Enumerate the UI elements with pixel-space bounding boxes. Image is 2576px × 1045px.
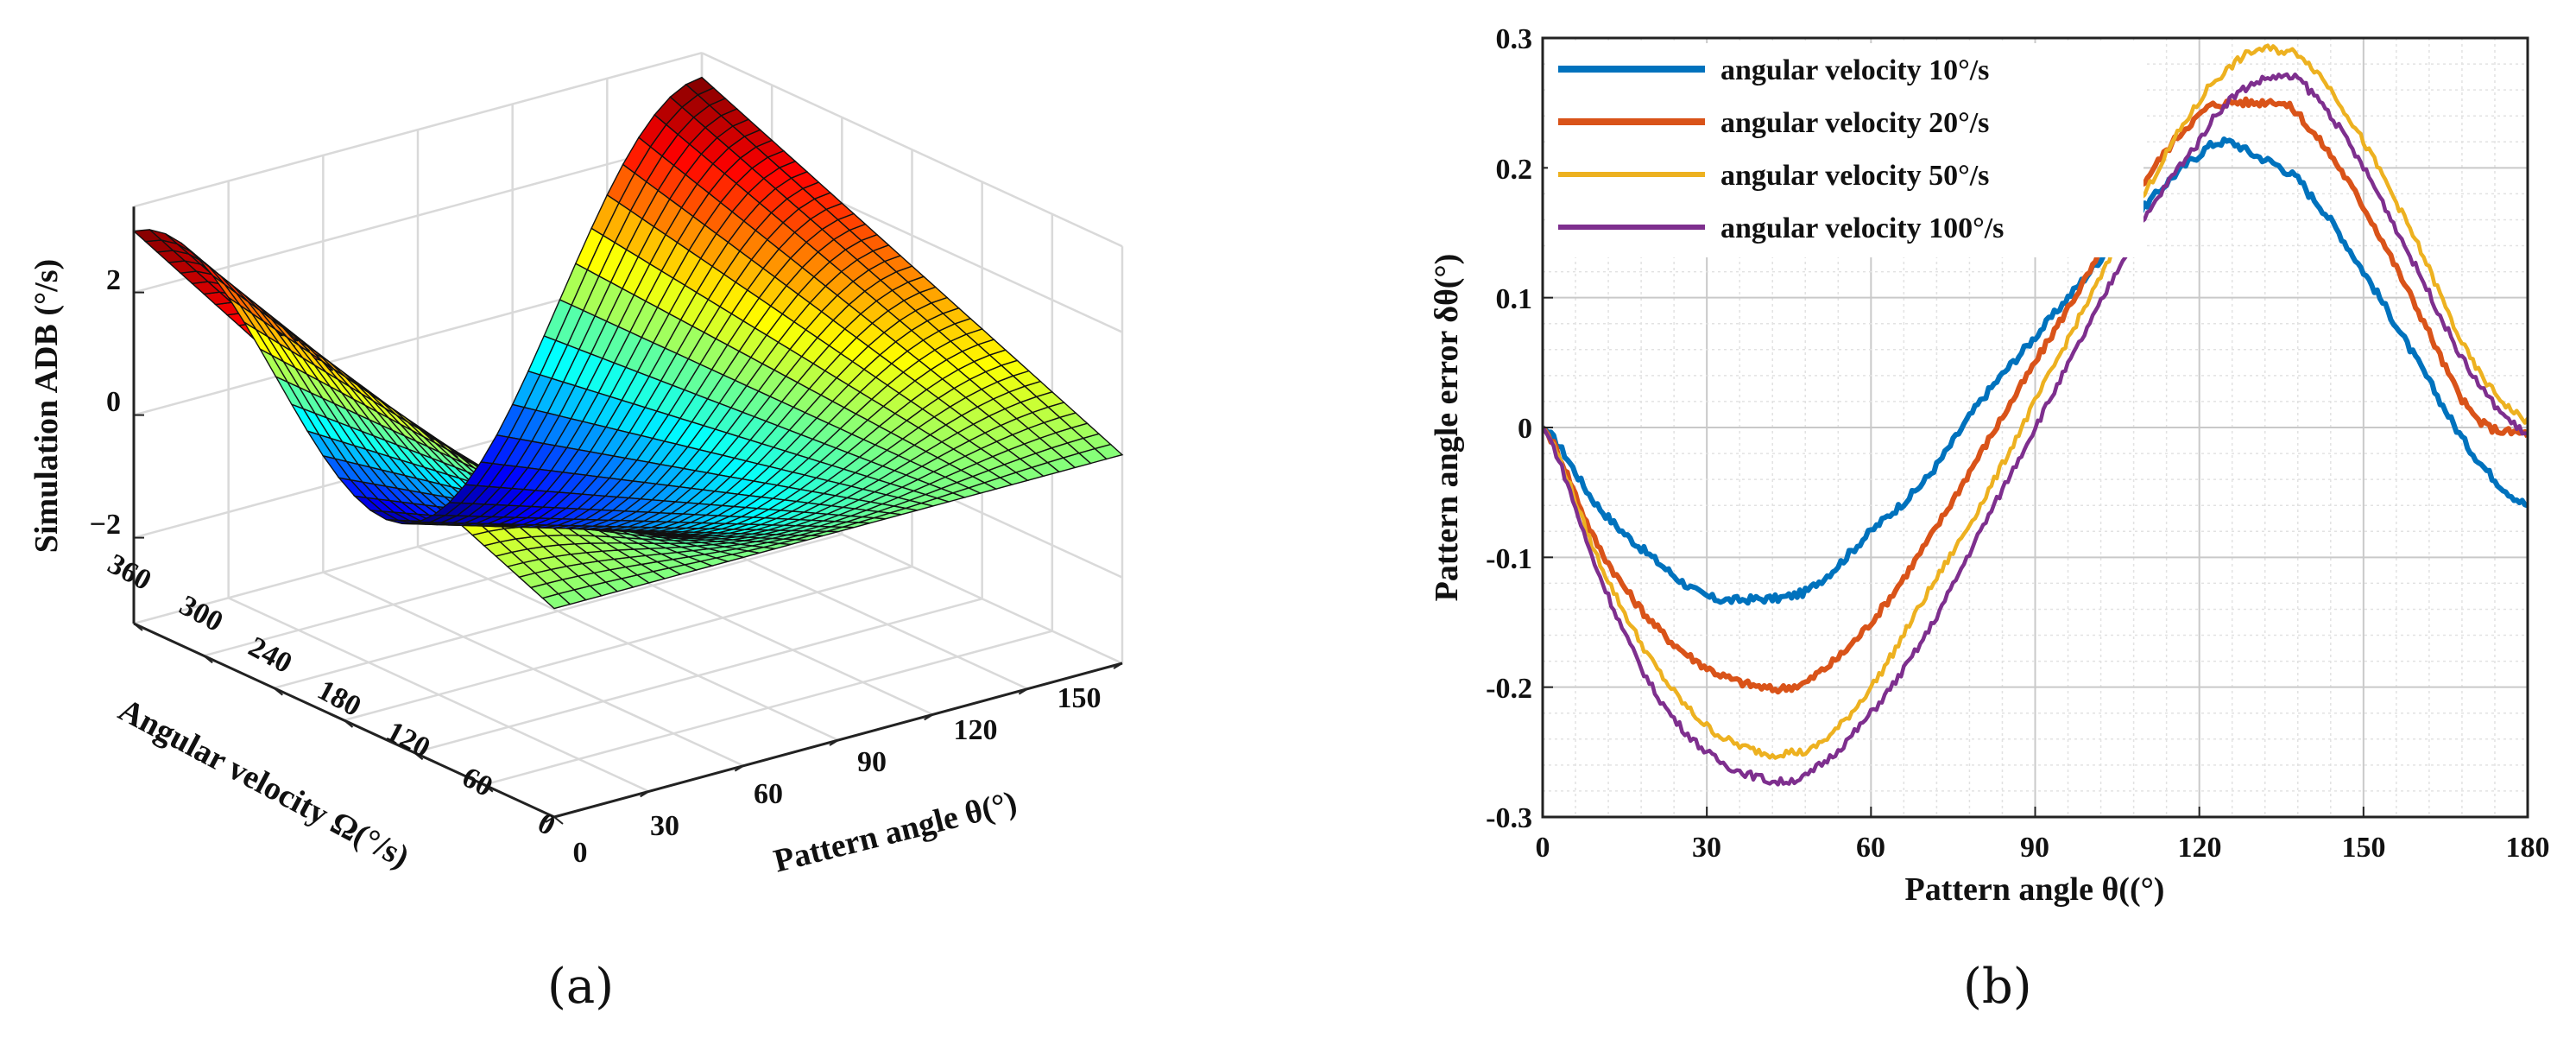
y-tick-label: -0.2 <box>1486 673 1532 705</box>
z-tick-label: 0 <box>106 386 121 418</box>
legend-label: angular velocity 50°/s <box>1720 160 1989 192</box>
panel-b-line-chart: -0.3 -0.2 -0.1 0 0.1 0.2 0.3 0 30 60 90 … <box>1429 23 2550 908</box>
grid-line <box>133 137 703 294</box>
x-tick-label: 150 <box>2342 832 2386 864</box>
legend-label: angular velocity 10°/s <box>1720 54 1989 86</box>
line-series-group <box>1543 43 2528 787</box>
tick-mark <box>545 816 555 823</box>
tick-mark <box>640 790 650 798</box>
series-line <box>1543 136 2528 606</box>
tick-mark <box>924 713 934 721</box>
y-tick-label: 0.1 <box>1496 283 1533 315</box>
tick-mark <box>553 816 564 825</box>
tick-mark <box>133 623 143 631</box>
caption-b: (b) <box>1963 959 2032 1015</box>
tick-mark <box>829 739 839 746</box>
y-tick-label: -0.1 <box>1486 543 1532 575</box>
y-tick-label: -0.3 <box>1486 802 1532 834</box>
y-tick-label: 360 <box>103 548 156 597</box>
x-tick-label: 150 <box>1058 682 1102 714</box>
x-tick-label: 0 <box>1536 832 1550 864</box>
grid-line <box>483 630 1053 786</box>
surface-cell <box>132 229 163 243</box>
tick-mark <box>273 687 283 696</box>
series-line <box>1543 43 2528 760</box>
grid-line <box>274 533 843 689</box>
y-tick-label: 300 <box>174 589 228 638</box>
x-tick-label: 30 <box>1692 832 1721 864</box>
y-tick-label: 0.3 <box>1496 23 1533 55</box>
caption-a: (a) <box>547 959 615 1015</box>
tick-mark <box>734 764 744 772</box>
x-tick-label: 60 <box>754 778 783 810</box>
legend-box <box>1548 43 2144 257</box>
surface-mesh <box>132 76 1124 610</box>
line-chart-grid <box>1542 37 2529 818</box>
y-tick-label: 120 <box>382 715 435 764</box>
y-tick-label: 240 <box>243 630 297 680</box>
grid-line <box>701 52 1123 248</box>
x-tick-label: 120 <box>954 714 998 746</box>
panel-a-surface-chart: −2 0 2 0 30 60 90 120 150 0 60 120 180 2… <box>28 51 1124 880</box>
y-axis-label: Pattern angle error δθ(°) <box>1429 254 1465 602</box>
surface-axes <box>132 206 1123 825</box>
z-tick-label: 2 <box>106 264 121 296</box>
tick-mark <box>343 719 354 728</box>
tick-mark <box>414 751 424 761</box>
x-tick-label: 0 <box>573 837 588 869</box>
series-line <box>1543 96 2528 695</box>
grid-line <box>344 565 912 722</box>
x-axis-label: Pattern angle θ((°) <box>1905 871 2165 908</box>
y-tick-label: 60 <box>457 761 497 803</box>
tick-mark <box>1113 662 1123 669</box>
z-tick-label: −2 <box>90 509 121 541</box>
legend-label: angular velocity 100°/s <box>1720 212 2004 244</box>
x-tick-label: 120 <box>2178 832 2222 864</box>
grid-line <box>414 598 982 754</box>
x-tick-label: 30 <box>650 810 679 842</box>
tick-mark <box>203 655 213 664</box>
y-tick-label: 0 <box>1518 413 1532 445</box>
x-tick-label: 90 <box>2020 832 2049 864</box>
x-tick-label: 180 <box>2506 832 2550 864</box>
y-axis-label: Angular velocity Ω(°/s) <box>113 692 415 876</box>
y-tick-label: 0.2 <box>1496 154 1533 186</box>
x-tick-label: 60 <box>1856 832 1885 864</box>
tick-mark <box>483 783 494 793</box>
series-line <box>1543 72 2528 787</box>
x-axis-label: Pattern angle θ(°) <box>770 784 1020 879</box>
tick-mark <box>1018 687 1028 695</box>
z-axis-label: Simulation ADB (°/s) <box>28 259 65 553</box>
legend: angular velocity 10°/s angular velocity … <box>1548 43 2144 257</box>
y-tick-label: 0 <box>533 807 560 842</box>
legend-label: angular velocity 20°/s <box>1720 107 1989 139</box>
x-tick-label: 90 <box>857 746 887 778</box>
grid-line <box>133 51 703 208</box>
